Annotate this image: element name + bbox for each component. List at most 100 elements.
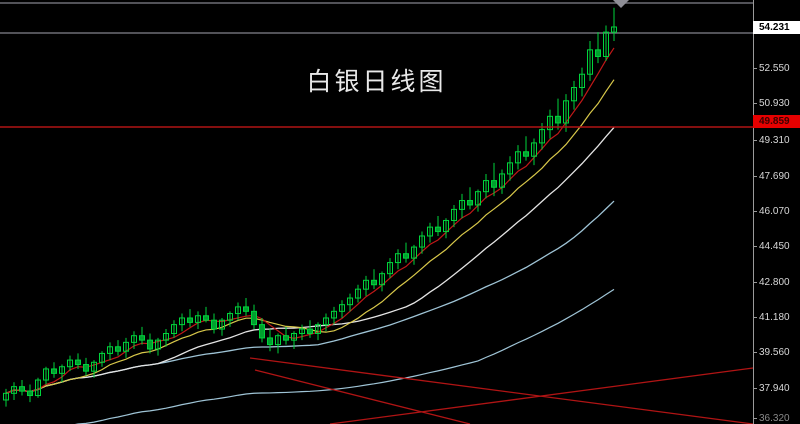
- gridlines: [0, 2, 753, 34]
- candle-body: [563, 100, 569, 124]
- candle-body: [411, 246, 417, 259]
- candle-body: [203, 315, 209, 321]
- tick-mark-icon: [753, 352, 757, 353]
- tick-mark-icon: [753, 388, 757, 389]
- candle-body: [147, 339, 153, 350]
- candle-body: [51, 368, 57, 374]
- candle-body: [587, 49, 593, 75]
- candle-body: [419, 235, 425, 248]
- price-tick-label: 42.800: [759, 277, 790, 288]
- candle-body: [323, 317, 329, 326]
- candlestick-canvas: [0, 2, 753, 424]
- price-tick-6: 46.070: [753, 205, 800, 218]
- price-tick-1: 52.550: [753, 62, 800, 75]
- candlestick-series: [3, 7, 617, 407]
- candle-body: [531, 142, 537, 157]
- candle-body: [379, 273, 385, 286]
- candle-body: [387, 262, 393, 275]
- price-tick-7: 44.450: [753, 240, 800, 253]
- price-tick-label: 49.859: [759, 116, 790, 127]
- candle-body: [267, 337, 273, 346]
- price-tick-label: 50.930: [759, 98, 790, 109]
- price-tick-8: 42.800: [753, 276, 800, 289]
- candle-body: [59, 366, 65, 374]
- price-tick-9: 41.180: [753, 311, 800, 324]
- candle-body: [331, 310, 337, 319]
- candle-body: [395, 253, 401, 264]
- candle-body: [451, 208, 457, 221]
- candle-body: [139, 335, 145, 341]
- candle-body: [131, 335, 137, 343]
- candle-body: [403, 253, 409, 259]
- candle-body: [195, 315, 201, 323]
- tick-mark-icon: [753, 418, 757, 419]
- tick-mark-icon: [753, 317, 757, 318]
- price-tick-label: 54.231: [759, 22, 790, 33]
- ma-red-path: [5, 47, 615, 394]
- candle-body: [523, 151, 529, 157]
- candle-body: [235, 306, 241, 315]
- candle-body: [179, 317, 185, 326]
- candle-body: [435, 226, 441, 233]
- candle-body: [227, 313, 233, 321]
- candle-body: [539, 129, 545, 144]
- candle-body: [91, 361, 97, 372]
- price-axis[interactable]: 54.231 52.550 50.930 49.859 49.310 47.690 46.0…: [753, 0, 800, 424]
- candle-body: [547, 115, 553, 131]
- tick-mark-icon: [753, 211, 757, 212]
- price-tick-label: 44.450: [759, 241, 790, 252]
- price-tick-3: 49.859: [753, 115, 800, 128]
- candle-body: [467, 200, 473, 206]
- candle-body: [243, 306, 249, 312]
- price-tick-2: 50.930: [753, 97, 800, 110]
- boll-lo-path: [74, 288, 615, 424]
- candle-body: [211, 319, 217, 330]
- candle-body: [187, 317, 193, 323]
- candle-body: [123, 341, 129, 352]
- price-tick-label: 37.940: [759, 383, 790, 394]
- chart-plot-area[interactable]: 白银日线图: [0, 0, 753, 424]
- price-tick-10: 39.560: [753, 346, 800, 359]
- price-tick-5: 47.690: [753, 170, 800, 183]
- candle-body: [67, 359, 73, 368]
- candle-body: [443, 219, 449, 233]
- candle-body: [83, 364, 89, 372]
- tick-mark-icon: [753, 68, 757, 69]
- lower-band-line: [74, 288, 615, 424]
- tick-mark-icon: [753, 140, 757, 141]
- candle-body: [27, 390, 33, 397]
- price-tick-label: 49.310: [759, 135, 790, 146]
- candle-body: [603, 31, 609, 57]
- candle-body: [595, 49, 601, 57]
- candle-body: [555, 115, 561, 124]
- candle-body: [155, 339, 161, 350]
- tick-mark-icon: [753, 103, 757, 104]
- candle-body: [339, 304, 345, 312]
- page-title: 白银日线图: [306, 67, 447, 96]
- candle-body: [251, 310, 257, 326]
- candle-body: [115, 346, 121, 352]
- candle-body: [299, 328, 305, 334]
- candle-body: [611, 26, 617, 33]
- candle-body: [99, 352, 105, 363]
- candle-body: [43, 368, 49, 381]
- trendline-group: [249, 357, 753, 424]
- price-axis-spine: [753, 0, 754, 424]
- price-tick-4: 49.310: [753, 134, 800, 147]
- ma-white-path: [5, 127, 615, 394]
- candle-body: [259, 324, 265, 339]
- chart-cursor-marker[interactable]: [613, 0, 629, 8]
- candle-body: [427, 226, 433, 237]
- candle-body: [371, 279, 377, 286]
- candle-body: [19, 386, 25, 392]
- candle-body: [507, 162, 513, 175]
- price-tick-label: 36.320: [759, 413, 790, 424]
- candle-body: [291, 332, 297, 341]
- tick-mark-icon: [753, 246, 757, 247]
- candle-body: [499, 173, 505, 188]
- candle-body: [307, 328, 313, 334]
- price-tick-label: 52.550: [759, 63, 790, 74]
- price-tick-0: 54.231: [753, 21, 800, 34]
- candle-body: [459, 200, 465, 210]
